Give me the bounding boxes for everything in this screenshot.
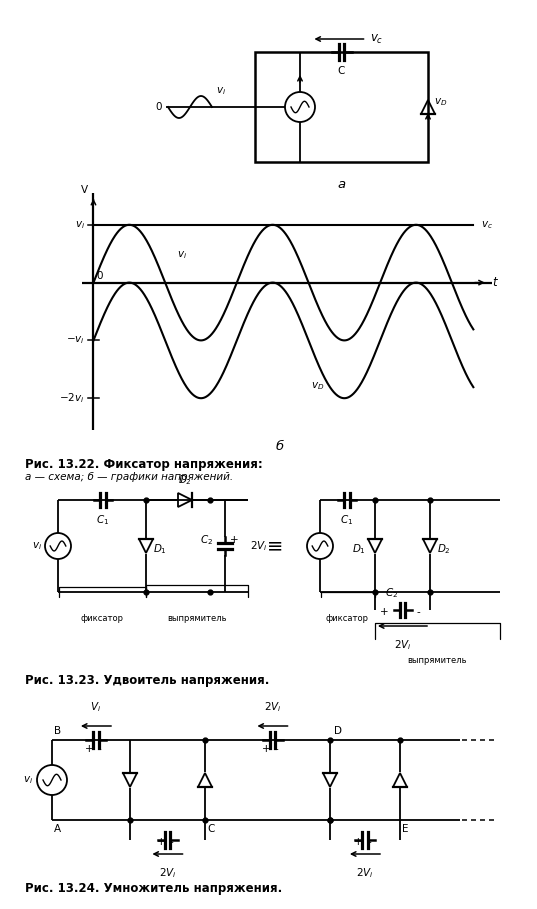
Text: а: а — [337, 178, 346, 191]
Text: а — схема; б — графики напряжений.: а — схема; б — графики напряжений. — [25, 472, 233, 482]
Text: E: E — [402, 824, 409, 834]
Text: $v_i$: $v_i$ — [32, 540, 42, 552]
Text: $v_i$: $v_i$ — [75, 219, 85, 231]
Text: D: D — [334, 726, 342, 736]
Text: Рис. 13.23. Удвоитель напряжения.: Рис. 13.23. Удвоитель напряжения. — [25, 674, 270, 687]
Text: +: + — [157, 837, 165, 847]
Text: -: - — [417, 607, 420, 617]
Text: +: + — [354, 837, 363, 847]
Bar — [255, 52, 428, 162]
Text: $\equiv$: $\equiv$ — [263, 536, 283, 555]
Text: $-v_i$: $-v_i$ — [66, 335, 85, 346]
Text: $V_i$: $V_i$ — [90, 700, 101, 714]
Text: $C_2$: $C_2$ — [385, 586, 398, 600]
Text: $t$: $t$ — [492, 276, 499, 289]
Text: $v_c$: $v_c$ — [369, 33, 383, 45]
Text: +: + — [230, 535, 238, 545]
Text: фиксатор: фиксатор — [326, 614, 369, 623]
Text: -: - — [98, 744, 101, 754]
Text: $v_i$: $v_i$ — [23, 774, 33, 786]
Text: Рис. 13.22. Фиксатор напряжения:: Рис. 13.22. Фиксатор напряжения: — [25, 458, 263, 471]
Text: +: + — [380, 607, 388, 617]
Text: $D_1$: $D_1$ — [153, 542, 167, 556]
Text: $v_c$: $v_c$ — [481, 219, 492, 231]
Text: фиксатор: фиксатор — [81, 614, 124, 623]
Text: $2V_i$: $2V_i$ — [264, 700, 281, 714]
Text: $D_1$: $D_1$ — [352, 542, 366, 556]
Text: -: - — [170, 837, 173, 847]
Text: +: + — [262, 744, 271, 754]
Text: $D_2$: $D_2$ — [178, 474, 192, 487]
Text: 0: 0 — [96, 271, 103, 281]
Text: C: C — [338, 66, 345, 76]
Text: $C_1$: $C_1$ — [96, 513, 110, 527]
Text: $2V_i$: $2V_i$ — [158, 866, 176, 880]
Text: 0: 0 — [156, 102, 162, 112]
Text: б: б — [276, 440, 284, 453]
Text: A: A — [54, 824, 61, 834]
Text: $2V_i$: $2V_i$ — [356, 866, 374, 880]
Text: $C_2$: $C_2$ — [200, 533, 213, 547]
Text: $v_i$: $v_i$ — [177, 249, 187, 261]
Text: $-2v_i$: $-2v_i$ — [60, 391, 85, 405]
Text: $2V_i$: $2V_i$ — [250, 539, 267, 553]
Text: $C_1$: $C_1$ — [340, 513, 353, 527]
Text: B: B — [54, 726, 61, 736]
Text: $2V_i$: $2V_i$ — [394, 638, 411, 652]
Text: -: - — [274, 744, 278, 754]
Text: C: C — [207, 824, 214, 834]
Text: $v_i$: $v_i$ — [216, 85, 226, 97]
Text: +: + — [85, 744, 94, 754]
Text: $v_D$: $v_D$ — [434, 96, 447, 108]
Text: -: - — [367, 837, 371, 847]
Text: выпрямитель: выпрямитель — [167, 614, 227, 623]
Text: $D_2$: $D_2$ — [437, 542, 451, 556]
Text: выпрямитель: выпрямитель — [408, 656, 467, 665]
Text: $v_D$: $v_D$ — [311, 380, 325, 392]
Text: Рис. 13.24. Умножитель напряжения.: Рис. 13.24. Умножитель напряжения. — [25, 882, 282, 895]
Text: V: V — [81, 185, 89, 195]
